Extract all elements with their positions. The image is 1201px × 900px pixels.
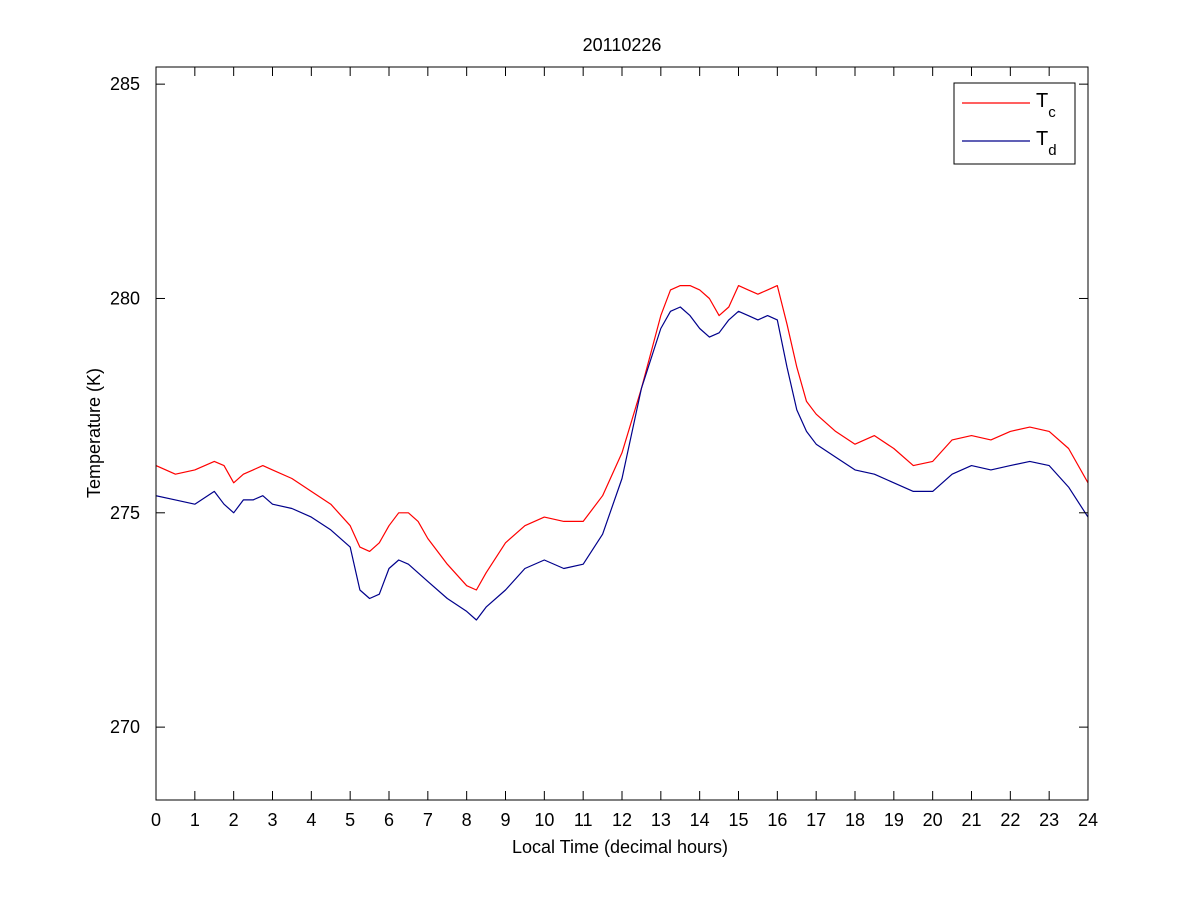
x-tick-label: 11: [574, 810, 593, 830]
x-axis-label: Local Time (decimal hours): [512, 837, 728, 857]
x-tick-label: 0: [151, 810, 161, 830]
legend-label: Td: [1036, 128, 1057, 159]
x-tick-label: 24: [1078, 810, 1098, 830]
x-tick-label: 14: [690, 810, 710, 830]
x-tick-label: 4: [306, 810, 316, 830]
x-tick-label: 1: [190, 810, 200, 830]
y-axis-label: Temperature (K): [84, 368, 104, 498]
x-tick-label: 19: [884, 810, 904, 830]
x-tick-label: 7: [423, 810, 433, 830]
x-tick-label: 8: [462, 810, 472, 830]
x-tick-label: 21: [961, 810, 981, 830]
legend-label: Tc: [1036, 90, 1056, 121]
chart-title: 20110226: [583, 35, 662, 55]
x-tick-label: 15: [728, 810, 748, 830]
y-tick-label: 285: [110, 74, 140, 94]
y-tick-label: 275: [110, 503, 140, 523]
x-tick-label: 12: [612, 810, 632, 830]
x-tick-label: 16: [767, 810, 787, 830]
x-tick-label: 13: [651, 810, 671, 830]
x-tick-label: 6: [384, 810, 394, 830]
x-tick-label: 20: [923, 810, 943, 830]
x-tick-label: 22: [1000, 810, 1020, 830]
x-tick-label: 2: [229, 810, 239, 830]
series-line-t-d: [156, 306, 1088, 621]
y-tick-label: 280: [110, 288, 140, 308]
x-tick-label: 5: [345, 810, 355, 830]
x-tick-label: 3: [267, 810, 277, 830]
y-tick-label: 270: [110, 717, 140, 737]
x-tick-label: 23: [1039, 810, 1059, 830]
legend-box: [953, 82, 1076, 165]
x-tick-label: 10: [534, 810, 554, 830]
x-tick-label: 18: [845, 810, 865, 830]
legend: Tc Td: [953, 82, 1076, 165]
series-line-t-c: [156, 285, 1088, 591]
x-tick-label: 9: [500, 810, 510, 830]
x-tick-label: 17: [806, 810, 826, 830]
